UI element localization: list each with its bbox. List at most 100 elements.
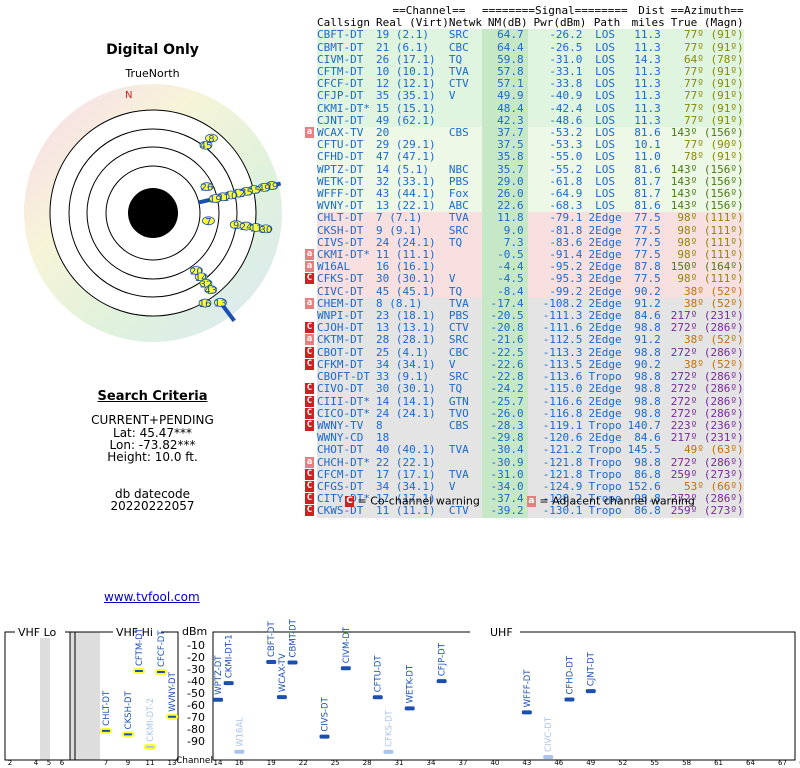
warning-cell [305,444,317,456]
co-channel-warning-icon: C [305,493,314,505]
polar-ring-2 [68,128,238,298]
station-label: 15 [248,186,261,197]
warning-cell: C [305,419,317,432]
distance-cell: 91.2 [627,334,665,347]
channel-cell: 47 (47.1) [375,151,449,164]
path-cell: LOS [586,139,628,152]
col-path: Path [593,16,621,30]
path-cell: Tropo [586,370,628,384]
channel-tick-label: 2 [8,759,12,767]
group-header-signal: ========Signal======== [481,4,628,17]
azimuth-cell: 272º (286º) [664,383,744,396]
warning-cell: C [305,407,317,420]
table-row: CHOT-DT 40 (40.1) TVA -30.4 -121.2 Tropo 145.5… [305,444,744,457]
path-cell: Tropo [586,505,628,518]
station-marker [204,285,218,295]
path-cell: LOS [586,114,628,128]
section-title-bg [15,628,65,638]
path-cell: LOS [586,53,628,67]
nm-cell: 22.6 [481,200,528,213]
warning-cell: a [305,261,317,273]
power-cell: -83.6 [527,236,587,250]
channel-tick-label: 7 [104,759,108,767]
azimuth-cell: 38º (52º) [664,334,744,347]
callsign-cell: CFGS-DT [317,480,376,494]
network-cell: CTV [448,322,482,335]
warning-cell [305,371,317,383]
channel-tick-label: 31 [395,759,404,767]
azimuth-cell: 143º (156º) [664,175,744,189]
network-cell: TVO [448,407,482,420]
col-netwk: Netwk [448,16,482,30]
channel-cell: 35 (35.1) [375,90,449,103]
power-cell: -91.4 [527,248,587,262]
col-nm: NM(dB) [487,16,528,30]
azimuth-cell: 98º (111º) [664,248,744,262]
station-label: 32 [200,279,213,290]
azimuth-cell: 77º (91º) [664,29,744,42]
nm-cell: -24.2 [481,383,528,396]
distance-cell: 81.7 [627,187,665,201]
path-cell: Tropo [586,468,628,481]
azimuth-cell: 77º (91º) [664,78,744,91]
path-cell: LOS [586,126,628,140]
network-cell [448,114,482,128]
power-cell: -115.0 [527,383,587,396]
signal-bar [521,710,532,715]
warning-cell [305,139,317,151]
signal-bar-label: CBMT-DT [289,618,299,657]
network-cell: TQ [448,285,482,298]
channel-cell: 45 (45.1) [375,285,449,298]
group-header-azimuth: ==Azimuth== [670,4,744,17]
tvfool-link[interactable]: www.tvfool.com [104,590,200,604]
warning-cell [305,200,317,212]
callsign-cell: CBMT-DT [317,41,376,54]
station-label: 14 [195,273,208,284]
callsign-cell: WETK-DT [317,175,376,189]
nm-cell: -8.4 [481,285,528,298]
y-tick-label: -30 [187,663,205,676]
table-row: C CFKS-DT 30 (30.1) V -4.5 -95.3 2Edge 77.5 98º … [305,273,744,286]
power-cell: -95.2 [527,261,587,274]
power-cell: -31.0 [527,53,587,67]
section-title-bg [113,628,161,638]
power-cell: -64.9 [527,187,587,201]
nm-cell: 42.3 [481,114,528,128]
station-label: 35 [240,187,253,198]
path-cell: LOS [586,200,628,213]
table-row: C CBOT-DT 25 (4.1) CBC -22.5 -113.3 2Edge 98.8 2… [305,346,744,359]
table-row: WETK-DT 32 (33.1) PBS 29.0 -61.8 LOS 81.7 143º … [305,175,744,189]
table-row: CFTU-DT 29 (29.1) 37.5 -53.3 LOS 10.1 77º (90º… [305,139,744,152]
path-cell: 2Edge [586,395,628,408]
power-cell: -113.3 [527,346,587,359]
col-dist: miles [631,16,665,30]
channel-cell: 8 (8.1) [375,297,449,311]
table-row: a CHEM-DT 8 (8.1) TVA -17.4 -108.2 2Edge 91.2 38… [305,297,744,311]
station-label: 26 [201,183,214,194]
callsign-cell: WCAX-TV [317,126,376,140]
path-cell: LOS [586,151,628,164]
table-row: WVNY-DT 13 (22.1) ABC 22.6 -68.3 LOS 81.6 143º … [305,200,744,213]
network-cell: TVA [448,444,482,457]
signal-bar-label: WVNY-DT [168,671,178,711]
co-channel-warning-icon: C [305,346,314,358]
y-tick-label: -90 [187,735,205,748]
power-cell: -119.1 [527,419,587,433]
callsign-cell: CIVS-DT [317,236,376,250]
y-tick-label: -80 [187,723,205,736]
path-cell: 2Edge [586,334,628,347]
warning-cell: C [305,505,317,517]
network-cell: CTV [448,78,482,91]
station-marker [199,140,213,150]
y-tick-label: -20 [187,651,205,664]
co-channel-warning-icon: C [305,419,314,431]
warning-cell: C [305,273,317,285]
azimuth-cell: 38º (52º) [664,285,744,298]
nm-cell: 29.0 [481,175,528,189]
signal-bar-label: CIVC-DT [544,716,554,752]
station-marker [208,194,222,204]
distance-cell: 81.6 [627,163,665,176]
channel-axis-label: Channel [176,756,213,766]
network-cell [448,261,482,274]
warning-cell [305,164,317,176]
